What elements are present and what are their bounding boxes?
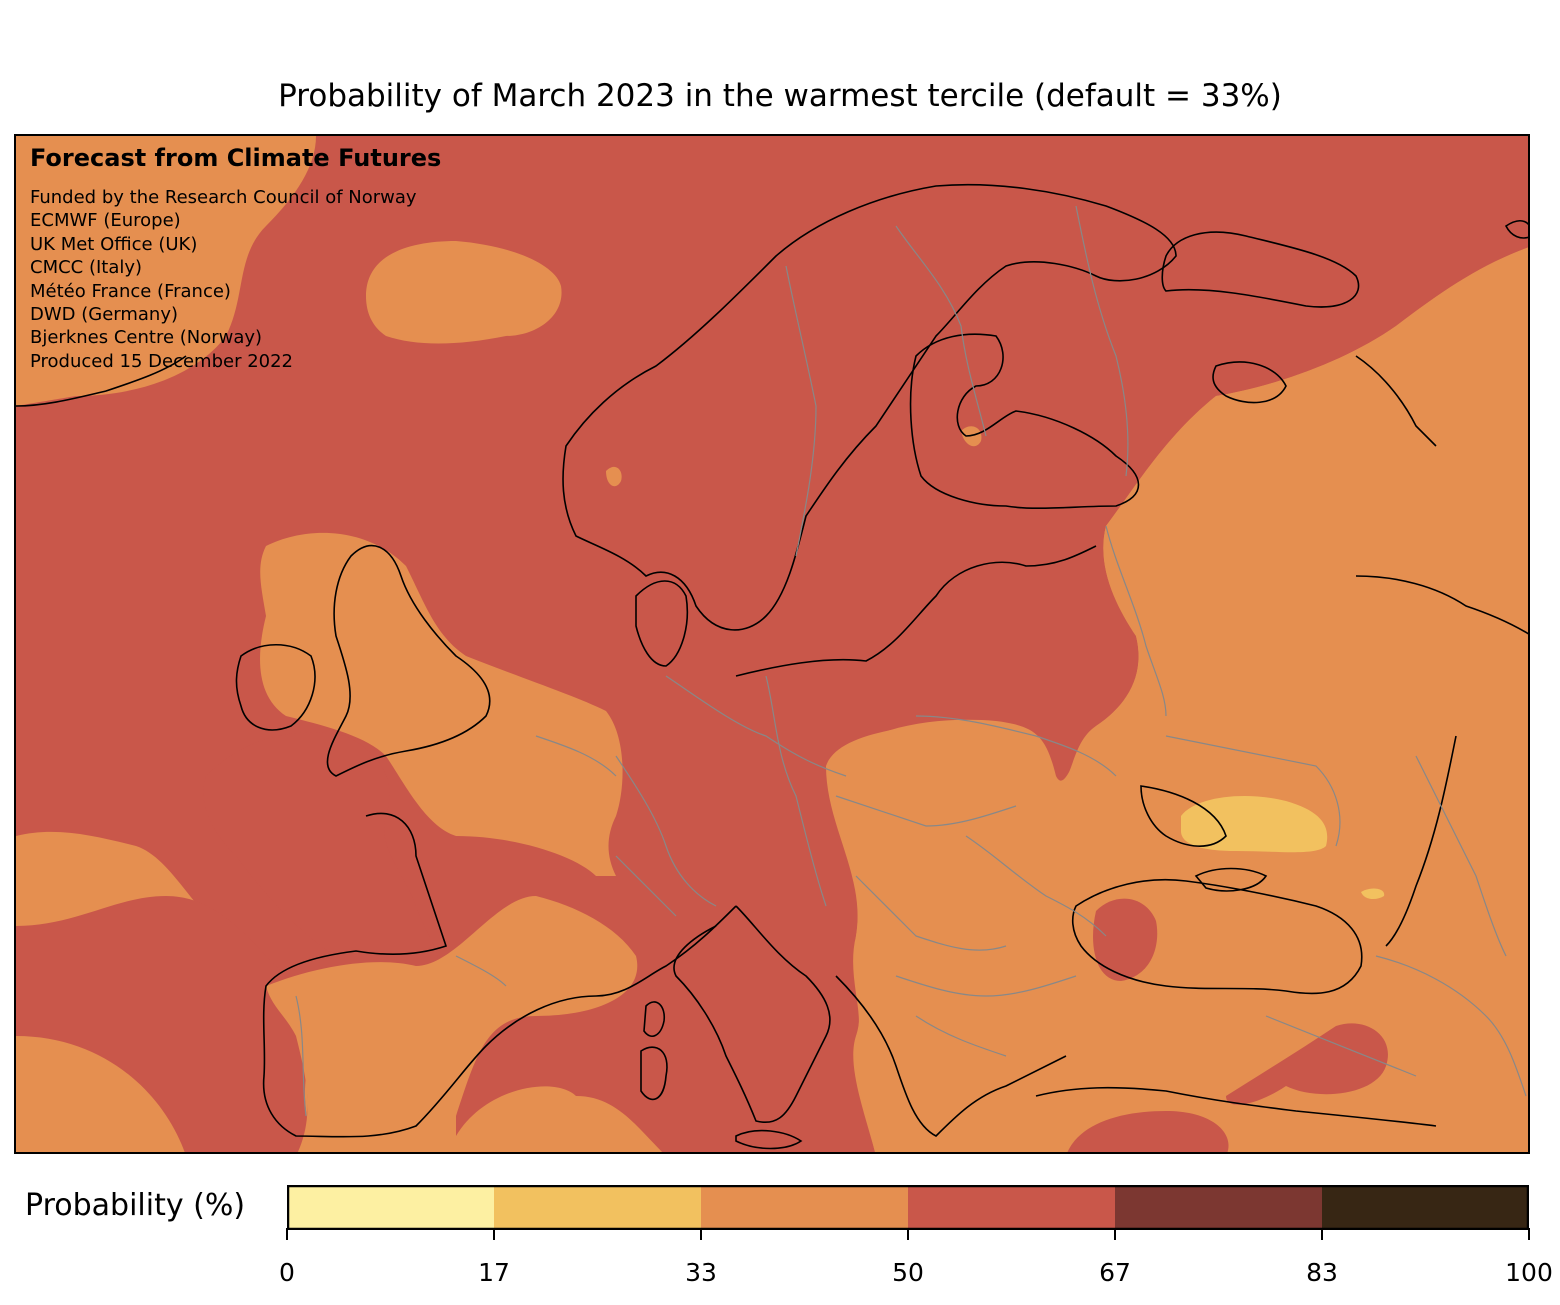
- colorbar-bin: [1322, 1185, 1529, 1230]
- credit-line: Bjerknes Centre (Norway): [30, 327, 263, 349]
- colorbar-tick-mark: [907, 1228, 909, 1240]
- credit-line: CMCC (Italy): [30, 257, 143, 279]
- colorbar-tick-mark: [700, 1228, 702, 1240]
- colorbar-bin: [701, 1185, 909, 1230]
- colorbar-tick-mark: [493, 1228, 495, 1240]
- chart-title: Probability of March 2023 in the warmest…: [278, 78, 1282, 114]
- colorbar-tick-label: 17: [478, 1258, 510, 1287]
- colorbar-tick-mark: [1114, 1228, 1116, 1240]
- credit-line: Produced 15 December 2022: [30, 350, 294, 372]
- credit-line: ECMWF (Europe): [30, 210, 181, 232]
- colorbar-tick-mark: [286, 1228, 288, 1240]
- credits-block: Forecast from Climate Futures Funded by …: [30, 144, 441, 373]
- country-borders: [295, 205, 1527, 1117]
- colorbar-label: Probability (%): [25, 1188, 246, 1223]
- colorbar-tick-label: 33: [685, 1258, 717, 1287]
- prob-zone-17-33: [1181, 796, 1385, 900]
- colorbar-ticks: 0 17 33 50 67 83 100: [279, 1228, 1553, 1298]
- colorbar-bin: [908, 1185, 1116, 1230]
- colorbar-bin: [287, 1185, 495, 1230]
- credit-line: UK Met Office (UK): [30, 233, 198, 255]
- colorbar-tick-label: 0: [279, 1258, 295, 1287]
- credit-line: DWD (Germany): [30, 304, 179, 326]
- colorbar-tick-label: 67: [1099, 1258, 1131, 1287]
- colorbar-tick-label: 83: [1306, 1258, 1338, 1287]
- colorbar-tick-label: 100: [1505, 1258, 1553, 1287]
- colorbar: [287, 1185, 1529, 1230]
- colorbar-bin: [494, 1185, 702, 1230]
- colorbar-tick-mark: [1528, 1228, 1530, 1240]
- credit-line: Funded by the Research Council of Norway: [30, 187, 417, 208]
- colorbar-bin: [1115, 1185, 1323, 1230]
- colorbar-tick-label: 50: [892, 1258, 924, 1287]
- map-panel: [14, 134, 1530, 1154]
- forecast-source: Forecast from Climate Futures: [30, 144, 442, 172]
- colorbar-tick-mark: [1321, 1228, 1323, 1240]
- prob-zone-33-50-overlays: [16, 136, 1528, 1152]
- coastlines: [16, 183, 1528, 1150]
- probability-map: [16, 136, 1528, 1152]
- credit-line: Météo France (France): [30, 280, 231, 302]
- prob-zone-50-67-east: [1067, 898, 1388, 1152]
